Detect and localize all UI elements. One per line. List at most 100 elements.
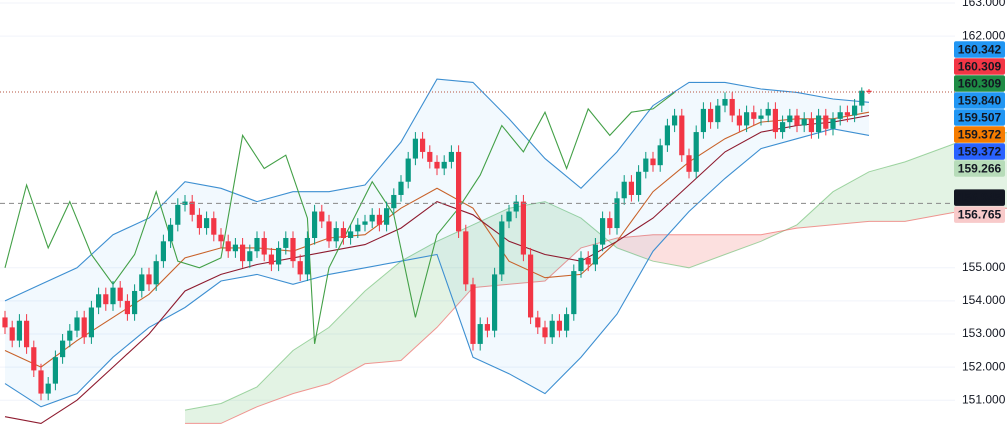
candle-body — [448, 151, 454, 162]
candle-body — [772, 108, 778, 133]
price-tag — [954, 75, 1005, 92]
candle-body — [60, 340, 66, 358]
cloud-span-a — [184, 132, 1007, 411]
candle-body — [348, 231, 354, 238]
candle-body — [175, 204, 181, 225]
candle-body — [628, 181, 634, 195]
candle-body — [204, 218, 210, 229]
candle-body — [528, 254, 534, 318]
price-tag-label: 160.342 — [958, 42, 1002, 56]
price-tag-label: 159.840 — [958, 93, 1002, 107]
candle-body — [45, 383, 51, 394]
band-fill — [257, 191, 293, 285]
candle-body — [470, 284, 476, 344]
candle-body — [88, 307, 94, 338]
candle-body — [492, 274, 498, 331]
candle-body — [607, 218, 613, 229]
candle-body — [434, 161, 440, 169]
candle-body — [304, 237, 310, 275]
candle-body — [67, 330, 73, 341]
band-fill — [365, 142, 401, 268]
candle-body — [117, 287, 123, 301]
candle-body — [535, 317, 541, 328]
candle-body — [708, 108, 714, 123]
candle-body — [621, 181, 627, 199]
candle-body — [297, 261, 303, 275]
band-fill — [401, 79, 437, 262]
y-tick-label: 163.000 — [962, 0, 1006, 9]
candle-body — [362, 221, 368, 225]
candle-body — [808, 118, 814, 133]
candle-body — [664, 125, 670, 146]
price-tag-label: 159.266 — [958, 161, 1002, 175]
indicator-line — [4, 91, 675, 345]
cloud-span-b — [185, 207, 1007, 424]
candle-body — [326, 221, 332, 242]
price-tag — [954, 143, 1005, 160]
candle-body — [240, 244, 246, 262]
candle-body — [110, 287, 116, 305]
candle-body — [499, 221, 505, 275]
candle-body — [693, 132, 699, 172]
candle-body — [218, 234, 224, 242]
indicator-line — [4, 114, 870, 424]
price-tag — [954, 206, 1005, 223]
candle-body — [290, 237, 296, 262]
candle-body — [96, 294, 102, 308]
price-tag-label: 160.309 — [958, 59, 1002, 73]
band-fill — [77, 234, 113, 394]
candle-body — [592, 244, 598, 265]
candle-body — [585, 257, 591, 265]
candle-body — [369, 214, 375, 222]
candle-body — [254, 237, 260, 252]
candle-body — [153, 261, 159, 285]
candle-body — [268, 254, 274, 265]
candle-body — [477, 324, 483, 344]
y-tick-label: 152.000 — [962, 359, 1006, 373]
candle-body — [9, 327, 15, 341]
candle-body — [542, 327, 548, 338]
band-fill — [761, 89, 797, 149]
y-tick-label: 154.000 — [962, 293, 1006, 307]
cloud-fill — [797, 191, 833, 229]
candle-body — [700, 108, 706, 133]
price-tag — [954, 41, 1005, 58]
y-tick-label: 155.000 — [962, 260, 1006, 274]
candle-body — [614, 198, 620, 229]
candle-body — [859, 90, 865, 106]
candle-body — [866, 90, 872, 93]
indicator-line — [4, 78, 870, 302]
candle-body — [736, 115, 742, 126]
candle-body — [232, 244, 238, 252]
candle-body — [686, 155, 692, 172]
candle-body — [38, 370, 44, 394]
candle-body — [24, 320, 30, 348]
y-tick-label: 162.000 — [962, 28, 1006, 42]
candle-body — [412, 138, 418, 159]
candle-body — [405, 158, 411, 182]
cloud-fill — [257, 350, 293, 407]
candle-body — [376, 214, 382, 225]
candle-body — [600, 218, 606, 245]
price-tag-label: 160.309 — [958, 76, 1002, 90]
candle-body — [52, 357, 58, 384]
candle-body — [132, 290, 138, 315]
band-fill — [833, 98, 869, 136]
band-fill — [41, 267, 77, 407]
candle-body — [744, 112, 750, 126]
cloud-fill — [833, 171, 869, 225]
price-tag-label: 159.507 — [958, 110, 1002, 124]
candle-body — [427, 151, 433, 162]
cloud-fill — [725, 234, 761, 255]
candle-body — [780, 122, 786, 133]
candle-body — [225, 241, 231, 252]
candle-body — [16, 320, 22, 341]
candle-body — [420, 138, 426, 152]
candle-body — [391, 194, 397, 209]
band-fill — [437, 79, 473, 358]
candle-body — [650, 158, 656, 166]
candle-body — [765, 108, 771, 116]
price-tag-label: 156.765 — [958, 208, 1002, 222]
candle-body — [564, 314, 570, 331]
